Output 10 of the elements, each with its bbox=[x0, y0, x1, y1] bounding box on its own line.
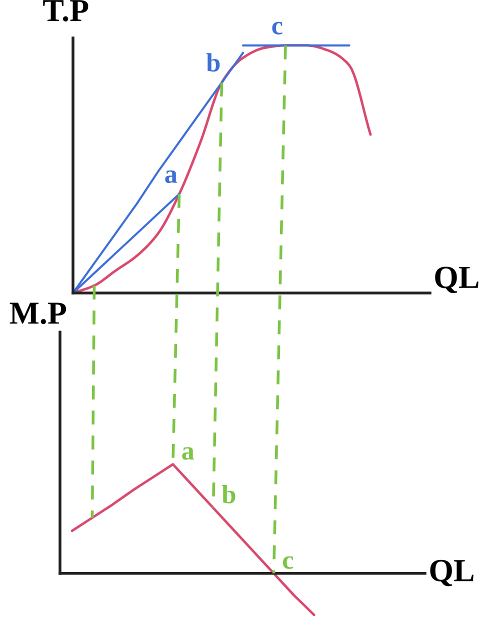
y-axis-title: M.P bbox=[10, 302, 66, 324]
annotation: c bbox=[282, 556, 294, 569]
x-axis-title: QL bbox=[435, 266, 478, 294]
y-axis-title: T.P bbox=[43, 0, 88, 22]
series-label: c bbox=[272, 22, 282, 34]
series-label: b bbox=[206, 53, 220, 72]
annotation: b bbox=[222, 484, 236, 504]
series-label: a bbox=[165, 170, 178, 184]
text: a bbox=[182, 447, 194, 460]
x-axis-title: QL bbox=[430, 560, 474, 586]
